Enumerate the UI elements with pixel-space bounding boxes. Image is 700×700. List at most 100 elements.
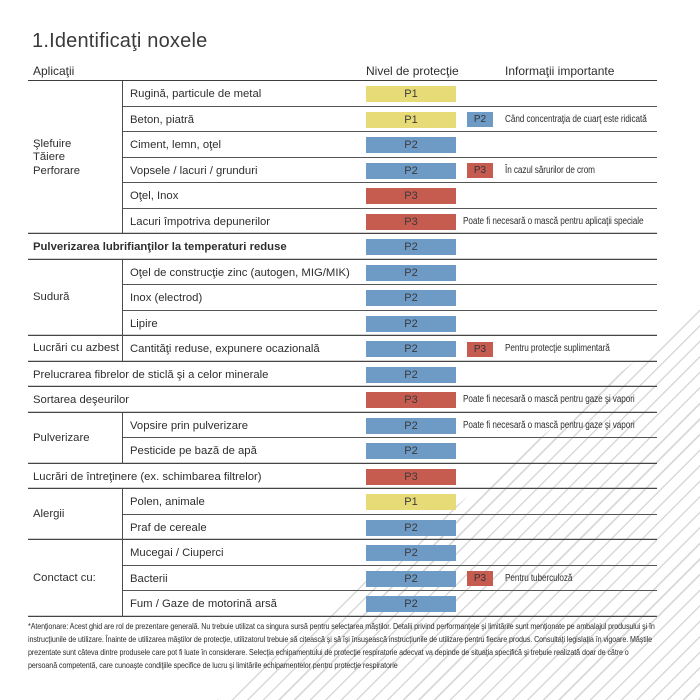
row-label: Rugină, particule de metal [130, 88, 262, 101]
section-single-row: Prelucrarea fibrelor de sticlă şi a celo… [28, 362, 657, 388]
group-label-line: Pulverizare [33, 431, 90, 444]
section-group: Pulverizare Vopsire prin pulverizare P2 Poa… [28, 413, 657, 464]
protection-level-badge: P3 [467, 163, 493, 179]
table-row: Rugină, particule de metal P1 [123, 81, 657, 107]
protection-level-bar: P3 [366, 468, 456, 485]
col-header-important-info: Informaţii importante [505, 64, 615, 78]
row-label: Vopsele / lacuri / grunduri [130, 164, 258, 177]
protection-level-bar: P2 [366, 596, 456, 613]
row-label: Lacuri împotriva depunerilor [130, 215, 271, 228]
table-row: Vopsire prin pulverizare P2 Poate fi neces… [123, 413, 657, 439]
protection-level-bar: P2 [366, 519, 456, 536]
section-group: Lucrări cu azbest Cantităţi reduse, expun… [28, 336, 657, 362]
page-title: 1.Identificaţi noxele [32, 30, 208, 52]
row-note: În cazul sărurilor de crom [505, 164, 595, 176]
group-rows: Prelucrarea fibrelor de sticlă şi a celo… [28, 362, 657, 388]
protection-level-bar: P1 [366, 111, 456, 128]
footnote: *Atenţionare: Acest ghid are rol de prez… [28, 621, 655, 670]
row-label: Lipire [130, 317, 158, 330]
row-label: Lucrări de întreţinere (ex. schimbarea f… [33, 470, 262, 483]
table-row: Bacterii P2 P3 Pentru tuberculoză [123, 566, 657, 592]
group-label-line: Perforare [33, 164, 81, 177]
table-row: Prelucrarea fibrelor de sticlă şi a celo… [28, 362, 657, 388]
group-label: Lucrări cu azbest [28, 336, 123, 362]
group-rows: Sortarea deşeurilor P3 Poate fi necesară o… [28, 387, 657, 413]
protection-level-bar: P2 [366, 162, 456, 179]
row-label: Bacterii [130, 572, 168, 585]
row-label: Sortarea deşeurilor [33, 394, 130, 407]
row-label: Fum / Gaze de motorină arsă [130, 598, 277, 611]
section-group: Conctact cu: Mucegai / Ciuperci P2 Bacterii… [28, 540, 657, 617]
table-row: Sortarea deşeurilor P3 Poate fi necesară o… [28, 387, 657, 413]
row-note: Poate fi necesară o mască pentru gaze şi… [463, 419, 635, 431]
row-note: Poate fi necesară o mască pentru gaze şi… [463, 394, 635, 406]
group-label-line: Sudură [33, 291, 70, 304]
group-rows: Vopsire prin pulverizare P2 Poate fi neces… [123, 413, 657, 464]
group-label-line: Şlefuire [33, 137, 72, 150]
row-label: Mucegai / Ciuperci [130, 547, 224, 560]
group-label: Alergii [28, 489, 123, 540]
group-label-line: Alergii [33, 508, 65, 521]
protection-level-bar: P2 [366, 443, 456, 460]
protection-level-bar: P3 [366, 213, 456, 230]
table-row: Beton, piatră P1 P2 Când concentraţia de cu… [123, 107, 657, 133]
row-label: Pulverizarea lubrifianţilor la temperatu… [33, 241, 287, 254]
section-group: Sudură Oţel de construcţie zinc (autogen,… [28, 260, 657, 337]
group-rows: Polen, animale P1 Praf de cereale P2 [123, 489, 657, 540]
group-rows: Rugină, particule de metal P1 Beton, piatr… [123, 81, 657, 234]
col-header-applications: Aplicaţii [33, 64, 75, 78]
table-row: Ciment, lemn, oţel P2 [123, 132, 657, 158]
row-label: Oţel de construcţie zinc (autogen, MIG/M… [130, 266, 350, 279]
table-row: Mucegai / Ciuperci P2 [123, 540, 657, 566]
protection-level-bar: P3 [366, 188, 456, 205]
section-single-row: Pulverizarea lubrifianţilor la temperatu… [28, 234, 657, 260]
row-label: Prelucrarea fibrelor de sticlă şi a celo… [33, 368, 269, 381]
row-label: Ciment, lemn, oţel [130, 139, 222, 152]
group-rows: Lucrări de întreţinere (ex. schimbarea f… [28, 464, 657, 490]
table-row: Polen, animale P1 [123, 489, 657, 515]
table-row: Lucrări de întreţinere (ex. schimbarea f… [28, 464, 657, 490]
col-header-protection-level: Nivel de protecţie [366, 64, 459, 78]
group-rows: Pulverizarea lubrifianţilor la temperatu… [28, 234, 657, 260]
table-row: Praf de cereale P2 [123, 515, 657, 541]
group-label: Pulverizare [28, 413, 123, 464]
row-label: Pesticide pe bază de apă [130, 445, 257, 458]
row-label: Cantităţi reduse, expunere ocazională [130, 343, 320, 356]
protection-level-bar: P2 [366, 366, 456, 383]
table-row: Lacuri împotriva depunerilor P3 Poate fi n… [123, 209, 657, 235]
column-header-row: Aplicaţii Nivel de protecţie Informaţii … [28, 62, 657, 79]
protection-level-badge: P2 [467, 112, 493, 128]
table-row: Fum / Gaze de motorină arsă P2 [123, 591, 657, 617]
group-label: Şlefuire Tăiere Perforare [28, 81, 123, 234]
table-row: Cantităţi reduse, expunere ocazională P2 P… [123, 336, 657, 362]
group-rows: Cantităţi reduse, expunere ocazională P2 P… [123, 336, 657, 362]
protection-level-bar: P2 [366, 570, 456, 587]
protection-level-bar: P2 [366, 264, 456, 281]
row-label: Oţel, Inox [130, 190, 179, 203]
group-label-line: Tăiere [33, 151, 66, 164]
group-label: Conctact cu: [28, 540, 123, 617]
row-label: Vopsire prin pulverizare [130, 419, 249, 432]
group-label-line: Conctact cu: [33, 571, 96, 584]
table-row: Lipire P2 [123, 311, 657, 337]
section-group: Alergii Polen, animale P1 Praf de cereale P2 [28, 489, 657, 540]
row-note: Poate fi necesară o mască pentru aplicaţ… [463, 215, 644, 227]
group-rows: Mucegai / Ciuperci P2 Bacterii P2 P3 Pentru t… [123, 540, 657, 617]
row-label: Praf de cereale [130, 521, 207, 534]
protection-level-bar: P1 [366, 86, 456, 103]
protection-level-bar: P2 [366, 545, 456, 562]
table-row: Inox (electrod) P2 [123, 285, 657, 311]
group-label: Sudură [28, 260, 123, 337]
row-note: Pentru protecţie suplimentară [505, 343, 610, 355]
protection-level-bar: P2 [366, 137, 456, 154]
section-single-row: Lucrări de întreţinere (ex. schimbarea f… [28, 464, 657, 490]
row-label: Polen, animale [130, 496, 205, 509]
header-rule [28, 80, 657, 82]
table-row: Vopsele / lacuri / grunduri P2 P3 În cazul … [123, 158, 657, 184]
protection-level-badge: P3 [467, 341, 493, 357]
table-row: Pesticide pe bază de apă P2 [123, 438, 657, 464]
protection-level-bar: P3 [366, 392, 456, 409]
group-rows: Oţel de construcţie zinc (autogen, MIG/M… [123, 260, 657, 337]
hazard-table: Şlefuire Tăiere Perforare Rugină, particule… [28, 81, 657, 617]
